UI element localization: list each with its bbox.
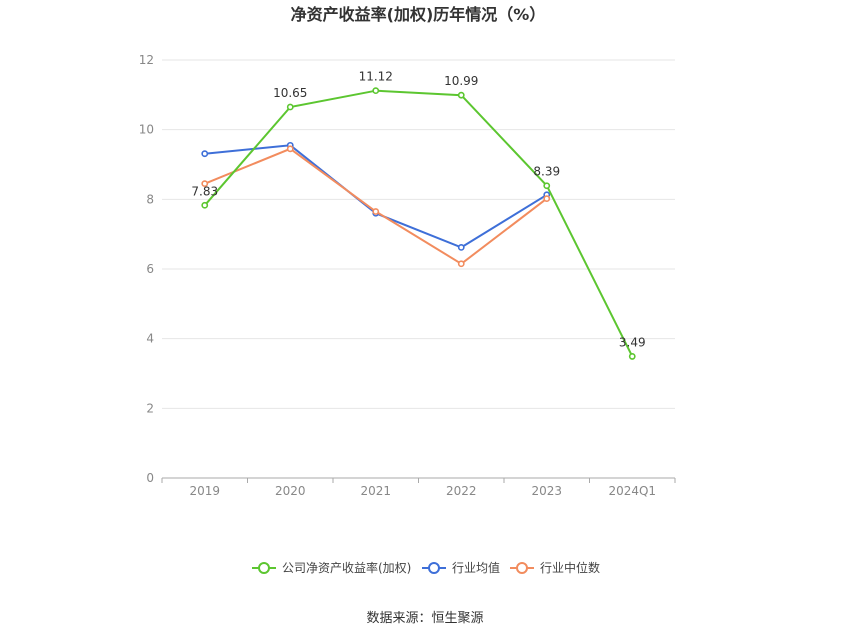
data-point (372, 87, 380, 95)
y-tick-label: 2 (146, 401, 154, 415)
data-label: 11.12 (359, 70, 393, 84)
x-axis: 2019 2020 2021 2022 2023 2024Q1 (161, 477, 676, 498)
legend-label: 行业中位数 (540, 560, 600, 575)
legend-item: 行业中位数 (510, 560, 600, 575)
data-point (372, 208, 380, 215)
data-source: 数据来源：恒生聚源 (366, 611, 483, 626)
y-tick-label: 4 (146, 332, 154, 346)
data-point (286, 145, 294, 153)
data-label: 10.99 (444, 74, 478, 88)
grid (162, 59, 675, 409)
data-point (286, 103, 294, 111)
series-line (204, 89, 634, 357)
legend-swatch-marker (516, 562, 528, 574)
data-point (201, 180, 209, 188)
y-tick-label: 8 (146, 192, 154, 206)
data-label: 7.83 (191, 184, 218, 198)
y-tick-label: 10 (139, 123, 154, 137)
data-labels: 7.83 10.65 11.12 10.99 8.39 3.49 (191, 70, 645, 350)
data-label: 3.49 (619, 335, 646, 349)
series-line (204, 144, 548, 249)
legend-item: 行业均值 (422, 560, 500, 575)
x-tick-label: 2022 (446, 484, 477, 498)
chart-title: 净资产收益率(加权)历年情况（%） (291, 5, 546, 24)
x-tick-label: 2019 (189, 484, 220, 498)
y-tick-label: 12 (139, 53, 154, 67)
x-tick-label: 2020 (275, 484, 306, 498)
legend-swatch-marker (428, 562, 440, 574)
legend-label: 行业均值 (452, 560, 500, 575)
y-tick-label: 6 (146, 262, 154, 276)
y-tick-label: 0 (146, 471, 154, 485)
data-point (457, 244, 465, 251)
data-point (457, 91, 465, 99)
data-point (628, 353, 636, 360)
data-point (457, 260, 465, 268)
legend-item: 公司净资产收益率(加权) (252, 560, 411, 575)
x-tick-label: 2024Q1 (608, 484, 656, 498)
series-line (204, 147, 548, 266)
legend-label: 公司净资产收益率(加权) (282, 560, 411, 575)
series-group (201, 87, 636, 360)
data-label: 10.65 (273, 86, 307, 100)
x-tick-label: 2023 (531, 484, 562, 498)
x-tick-label: 2021 (360, 484, 391, 498)
legend: 公司净资产收益率(加权) 行业均值 行业中位数 (252, 560, 600, 575)
data-point (201, 201, 209, 209)
y-axis: 0 2 4 6 8 10 12 (139, 53, 154, 485)
data-point (543, 195, 551, 203)
data-point (201, 150, 209, 158)
data-point (543, 182, 551, 190)
legend-swatch-marker (258, 562, 270, 574)
data-label: 8.39 (533, 165, 560, 179)
